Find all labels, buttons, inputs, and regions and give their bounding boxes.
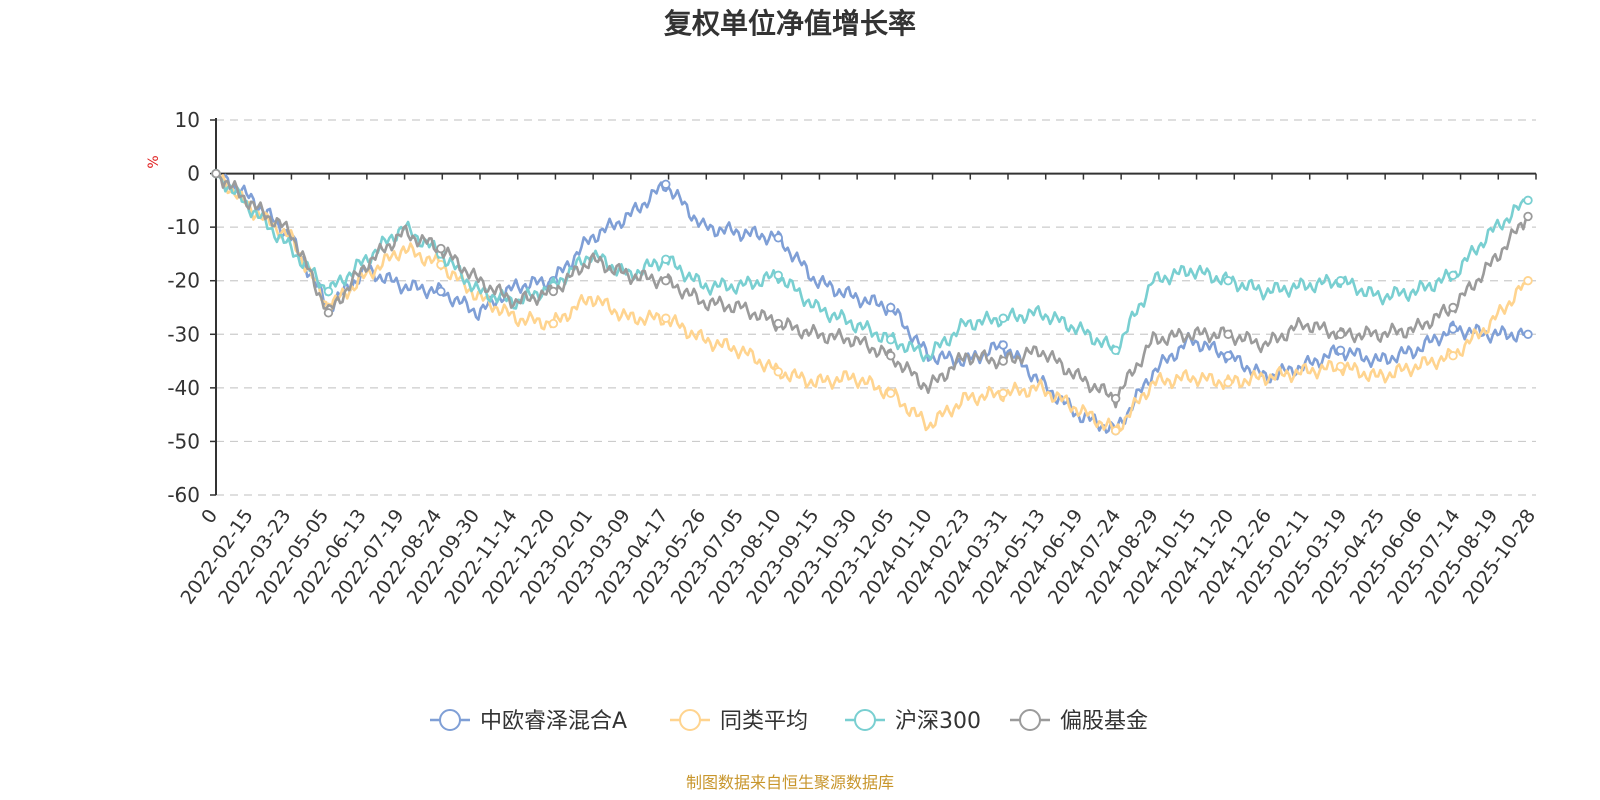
y-tick-label: -40 xyxy=(167,376,200,400)
series-point xyxy=(436,243,446,254)
y-axis: 10 0 -10 -20 -30 -40 -50 -60 xyxy=(167,108,217,507)
series-point xyxy=(1523,276,1533,286)
series-point xyxy=(1448,302,1458,313)
y-tick-label: -60 xyxy=(167,483,200,507)
series-point xyxy=(886,388,896,398)
series-point xyxy=(998,313,1008,323)
series-point xyxy=(998,388,1008,398)
series-line xyxy=(215,172,1530,409)
series-point xyxy=(1335,361,1346,372)
legend-item[interactable]: 沪深300 xyxy=(845,709,981,734)
series-point xyxy=(1223,276,1233,286)
legend-item[interactable]: 同类平均 xyxy=(670,709,808,734)
chart-title: 复权单位净值增长率 xyxy=(664,7,916,40)
series-point xyxy=(998,356,1008,366)
series-line xyxy=(215,172,1529,433)
series-point xyxy=(773,367,783,377)
legend-marker xyxy=(854,709,876,731)
legend-label: 同类平均 xyxy=(720,709,808,734)
series-point xyxy=(1448,351,1458,361)
series-point xyxy=(773,318,783,329)
series-point xyxy=(1448,324,1458,334)
series-point xyxy=(661,313,671,323)
y-tick-label: -10 xyxy=(167,215,200,239)
series-line xyxy=(215,172,1528,434)
y-tick-label: -20 xyxy=(167,269,200,293)
series-point xyxy=(1110,393,1121,404)
series-point xyxy=(1110,426,1121,436)
series-point xyxy=(773,233,783,243)
series-point xyxy=(661,179,671,189)
series-point xyxy=(1223,329,1233,339)
series-point xyxy=(548,286,559,297)
source-note: 制图数据来自恒生聚源数据库 xyxy=(686,773,894,792)
y-tick-label: -50 xyxy=(167,429,200,453)
legend[interactable]: 中欧睿泽混合A 同类平均 沪深300 偏股基金 xyxy=(430,709,1148,734)
legend-label: 沪深300 xyxy=(895,709,981,734)
series-point xyxy=(1335,276,1346,286)
series-point xyxy=(1335,329,1346,339)
series-point xyxy=(886,334,896,345)
series-point xyxy=(323,286,334,297)
series-point xyxy=(1523,329,1533,339)
legend-item[interactable]: 偏股基金 xyxy=(1010,709,1148,734)
series-point xyxy=(1448,270,1458,281)
series-point xyxy=(661,254,671,264)
series-point xyxy=(661,276,671,286)
legend-label: 偏股基金 xyxy=(1060,709,1148,734)
y-tick-label: 0 xyxy=(187,162,200,186)
series-point xyxy=(998,340,1008,350)
series-point xyxy=(1335,345,1346,356)
series-point xyxy=(548,318,559,329)
series-point xyxy=(436,286,446,297)
series-point xyxy=(1523,195,1533,206)
series-line xyxy=(215,172,1529,363)
x-tick-label: 0 xyxy=(197,505,222,528)
series-point xyxy=(886,351,896,361)
series-point xyxy=(211,168,221,179)
grid-lines xyxy=(216,119,1536,496)
legend-marker xyxy=(439,709,461,731)
series-lines xyxy=(211,168,1533,436)
series-point xyxy=(1523,211,1533,222)
y-axis-unit: % xyxy=(146,155,162,168)
series-point xyxy=(1223,377,1233,388)
legend-item[interactable]: 中欧睿泽混合A xyxy=(430,709,627,734)
y-tick-label: 10 xyxy=(175,108,200,132)
y-tick-label: -30 xyxy=(167,322,200,346)
legend-label: 中欧睿泽混合A xyxy=(480,709,627,734)
series-point xyxy=(1110,345,1121,356)
series-point xyxy=(323,308,334,318)
series-point xyxy=(773,270,783,281)
legend-marker xyxy=(1019,709,1041,731)
series-point xyxy=(886,302,896,313)
series-point xyxy=(1223,351,1233,361)
legend-marker xyxy=(679,709,701,731)
